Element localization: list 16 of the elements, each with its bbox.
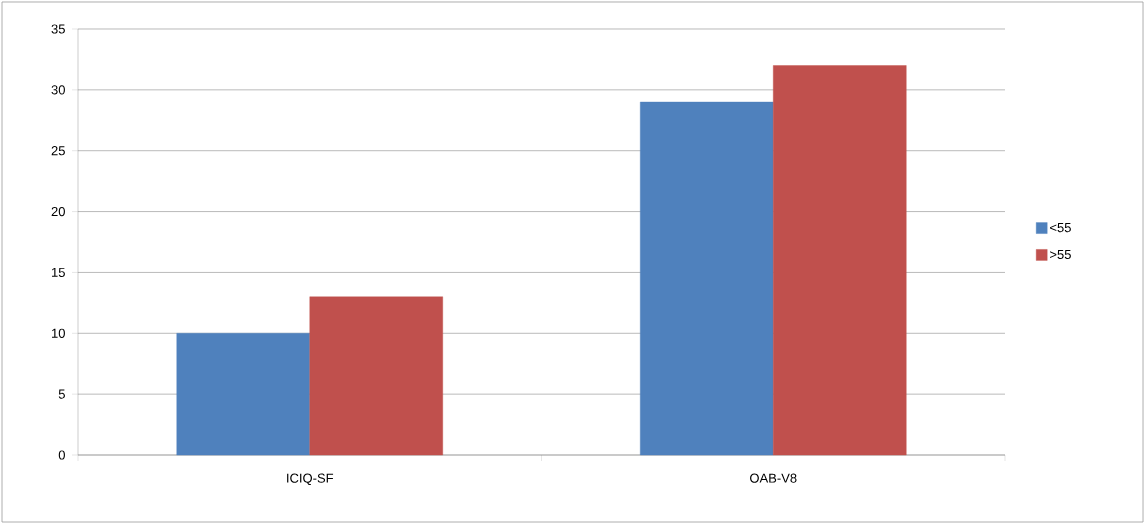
y-tick-label: 10 [51,328,65,338]
y-tick-label: 0 [58,450,65,460]
bar [773,65,907,456]
bar [640,101,774,456]
legend-label: >55 [1050,250,1071,260]
legend-label: <55 [1050,223,1071,233]
y-tick-label: 35 [51,24,65,34]
y-tick-label: 15 [51,267,65,277]
bar [309,296,443,456]
y-tick-label: 20 [51,206,65,217]
x-tick-label: ICIQ-SF [287,473,334,486]
y-tick-label: 5 [58,389,65,399]
y-tick-label: 30 [51,85,65,95]
x-tick-label: OAB-V8 [750,473,797,483]
bar [176,333,310,456]
y-tick-label: 25 [51,146,65,156]
